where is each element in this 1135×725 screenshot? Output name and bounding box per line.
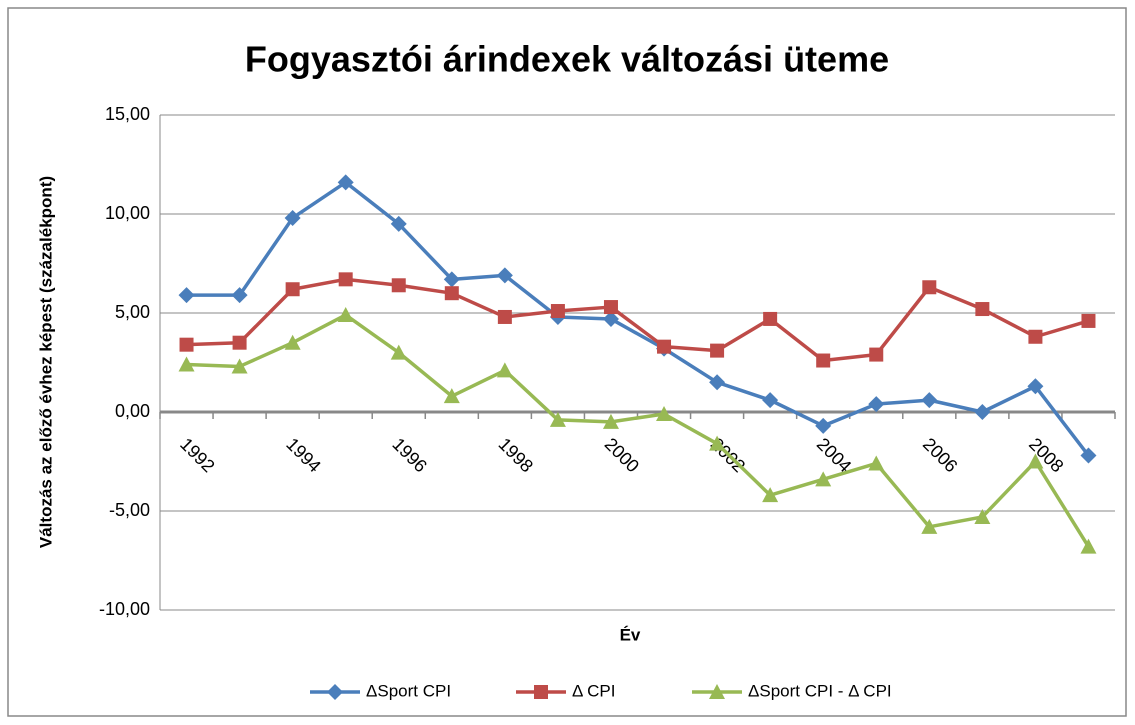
point [921,392,938,409]
point [974,508,991,524]
point [974,404,991,420]
y-tick-label: 5,00 [115,302,150,322]
point [868,396,885,413]
point [549,411,566,427]
point [444,286,459,301]
point [550,304,565,319]
point [868,455,885,471]
point [1080,538,1097,554]
y-tick-label: -10,00 [99,599,150,619]
series-line [186,180,1090,457]
chart-title: Fogyasztói árindexek változási üteme [245,39,889,80]
point [390,344,407,360]
y-tick-label: 0,00 [115,401,150,421]
point [603,300,618,315]
point [497,309,512,324]
point [602,310,619,327]
point [178,287,195,304]
legend-marker [709,684,725,699]
point [1027,453,1044,469]
point [443,388,460,404]
series-line [186,313,1090,548]
point [709,374,726,391]
point [232,335,247,350]
point [921,518,938,534]
point [815,417,832,434]
chart-border [7,7,1127,717]
point [1080,447,1097,464]
point [338,272,353,287]
point [284,209,301,226]
point [815,471,832,487]
point [656,405,673,421]
point [443,271,460,288]
point [337,306,354,322]
y-tick-label: -5,00 [109,500,150,520]
y-axis-label: Változás az előző évhez képest (százalék… [36,176,55,548]
point [391,278,406,293]
y-tick-label: 15,00 [105,104,150,124]
legend-marker [327,684,343,700]
point [975,302,990,317]
point [1081,313,1096,328]
point [762,392,779,409]
y-tick-label: 10,00 [105,203,150,223]
point [922,280,937,295]
point [231,287,248,304]
point [179,337,194,352]
point [390,215,407,232]
point [178,356,195,372]
point [496,362,513,378]
point [231,358,248,374]
x-axis-label: Év [620,625,641,644]
series-line [186,277,1089,363]
legend-label: ΔSport CPI - Δ CPI [748,681,892,700]
point [710,343,725,358]
point [762,487,779,503]
point [284,334,301,350]
point [1028,329,1043,344]
point [657,339,672,354]
point [763,311,778,326]
point [496,267,513,284]
point [1027,378,1044,395]
legend-label: Δ CPI [572,681,615,700]
point [816,353,831,368]
point [869,347,884,362]
point [709,435,726,451]
point [602,413,619,429]
point [337,174,354,191]
legend-label: ΔSport CPI [366,681,451,700]
point [285,282,300,297]
legend-marker [534,685,548,699]
